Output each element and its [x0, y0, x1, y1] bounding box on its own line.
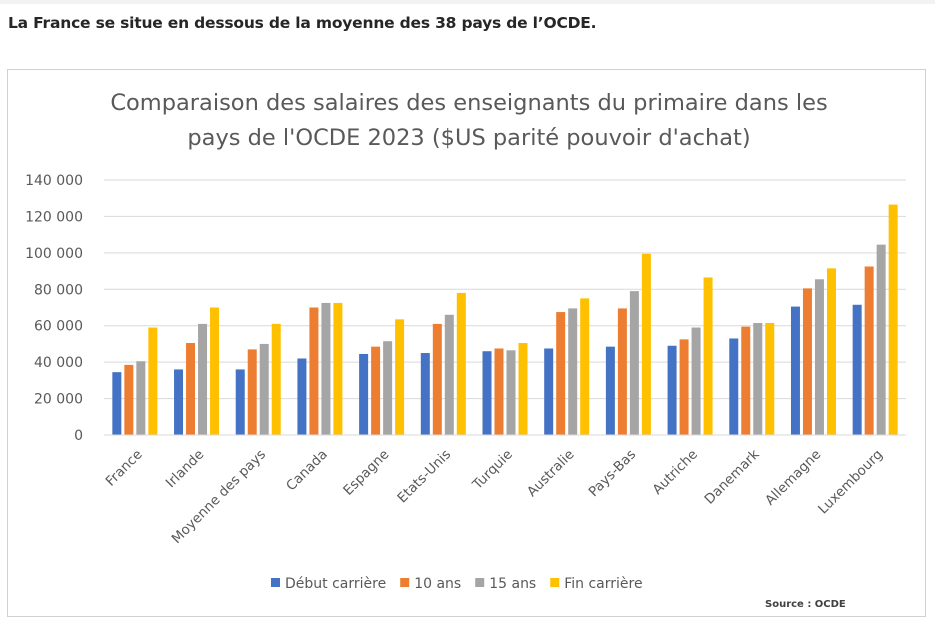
x-tick-label: Canada	[283, 447, 331, 495]
bar-fin-carrière-luxembourg	[888, 204, 898, 435]
y-tick-label: 100 000	[25, 246, 83, 262]
bar-fin-carrière-espagne	[395, 319, 405, 435]
bar-15-ans-luxembourg	[876, 244, 886, 435]
bar-10-ans-pays-bas	[617, 308, 627, 435]
bar-10-ans-luxembourg	[864, 266, 874, 435]
top-border	[0, 0, 935, 4]
bar-début-carrière-autriche	[667, 345, 677, 435]
legend: Début carrière 10 ans 15 ans Fin carrière	[271, 576, 643, 592]
y-tick-label: 0	[74, 428, 83, 444]
bar-fin-carrière-canada	[333, 302, 343, 435]
bar-début-carrière-turquie	[482, 351, 492, 435]
bar-10-ans-australie	[556, 312, 566, 435]
chart-title-line-1: Comparaison des salaires des enseignants…	[110, 90, 827, 116]
chart-container: Comparaison des salaires des enseignants…	[7, 69, 926, 617]
legend-swatch	[271, 578, 280, 587]
bar-10-ans-irlande	[186, 343, 196, 435]
bar-15-ans-autriche	[691, 327, 701, 435]
x-tick-label: Etats-Unis	[394, 447, 454, 507]
bar-début-carrière-irlande	[174, 369, 184, 435]
bar-fin-carrière-allemagne	[826, 268, 836, 435]
bar-fin-carrière-autriche	[703, 277, 713, 435]
legend-label: 10 ans	[414, 576, 461, 592]
bar-10-ans-allemagne	[802, 288, 812, 435]
bar-fin-carrière-moyenne-des-pays	[271, 323, 281, 435]
x-tick-label: Luxembourg	[815, 447, 886, 518]
bar-début-carrière-espagne	[359, 353, 369, 435]
bar-fin-carrière-danemark	[765, 322, 775, 435]
bar-début-carrière-allemagne	[790, 306, 800, 435]
bar-10-ans-autriche	[679, 339, 689, 435]
bar-fin-carrière-france	[148, 327, 158, 435]
bar-15-ans-turquie	[506, 350, 516, 435]
y-tick-label: 40 000	[34, 355, 83, 371]
bar-10-ans-espagne	[371, 346, 381, 435]
bar-15-ans-etats-unis	[444, 314, 454, 435]
bar-chart: Comparaison des salaires des enseignants…	[25, 90, 906, 610]
bar-15-ans-canada	[321, 302, 331, 435]
bar-10-ans-canada	[309, 307, 319, 435]
x-tick-label: Danemark	[702, 446, 763, 507]
gridlines	[104, 179, 906, 436]
legend-swatch	[550, 578, 560, 587]
bar-10-ans-france	[124, 364, 134, 435]
bar-15-ans-australie	[568, 308, 578, 435]
bar-10-ans-etats-unis	[432, 323, 442, 435]
y-tick-label: 20 000	[34, 392, 83, 408]
legend-swatch	[400, 578, 410, 587]
bar-début-carrière-moyenne-des-pays	[235, 369, 245, 435]
x-tick-label: France	[103, 447, 146, 490]
bar-fin-carrière-turquie	[518, 343, 528, 435]
bar-début-carrière-france	[112, 372, 122, 435]
legend-label: Début carrière	[285, 576, 386, 592]
bar-15-ans-moyenne-des-pays	[259, 343, 269, 435]
bars	[112, 204, 898, 435]
y-tick-label: 60 000	[34, 319, 83, 335]
article-heading: La France se situe en dessous de la moye…	[8, 14, 597, 32]
y-tick-label: 140 000	[25, 173, 83, 189]
x-tick-label: Australie	[524, 447, 578, 501]
bar-15-ans-danemark	[753, 322, 763, 435]
bar-15-ans-espagne	[383, 341, 393, 435]
y-tick-label: 120 000	[25, 209, 83, 225]
source-note: Source : OCDE	[765, 599, 846, 610]
bar-15-ans-france	[136, 361, 146, 435]
bar-15-ans-pays-bas	[629, 291, 639, 435]
chart-title-line-2: pays de l'OCDE 2023 ($US parité pouvoir …	[187, 125, 750, 151]
x-tick-label: Pays-Bas	[586, 447, 640, 501]
x-tick-label: Espagne	[340, 447, 392, 499]
bar-fin-carrière-australie	[580, 298, 590, 435]
x-tick-label: Allemagne	[762, 447, 824, 509]
bar-début-carrière-canada	[297, 358, 307, 435]
bar-10-ans-danemark	[741, 326, 751, 435]
bar-fin-carrière-pays-bas	[641, 253, 651, 435]
bar-fin-carrière-irlande	[210, 307, 220, 435]
bar-début-carrière-etats-unis	[420, 353, 430, 435]
y-tick-label: 80 000	[34, 282, 83, 298]
y-axis: 0 20 000 40 000 60 000 80 000 100 000 120 000 1…	[25, 173, 83, 444]
bar-fin-carrière-etats-unis	[456, 292, 466, 435]
legend-label: Fin carrière	[564, 576, 642, 592]
x-tick-label: Autriche	[650, 447, 701, 498]
bar-début-carrière-australie	[544, 348, 554, 435]
legend-swatch	[475, 578, 485, 587]
bar-début-carrière-luxembourg	[852, 304, 862, 435]
bar-10-ans-turquie	[494, 348, 504, 435]
bar-10-ans-moyenne-des-pays	[247, 349, 257, 435]
x-tick-label: Irlande	[163, 447, 208, 492]
bar-15-ans-allemagne	[814, 279, 824, 435]
x-tick-label: Turquie	[469, 447, 516, 494]
bar-début-carrière-pays-bas	[605, 346, 615, 435]
legend-label: 15 ans	[489, 576, 536, 592]
bar-début-carrière-danemark	[729, 338, 739, 435]
bar-15-ans-irlande	[198, 323, 208, 435]
